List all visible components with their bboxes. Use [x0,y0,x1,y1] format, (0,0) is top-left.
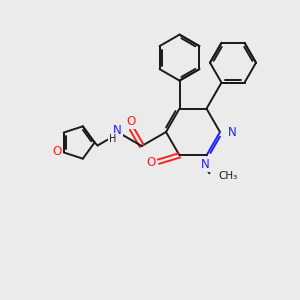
Text: H: H [109,134,116,144]
Text: N: N [113,124,122,137]
Text: O: O [52,145,62,158]
Text: CH₃: CH₃ [218,171,238,182]
Text: N: N [228,125,236,139]
Text: O: O [126,115,135,128]
Text: N: N [201,158,210,171]
Text: O: O [147,156,156,169]
